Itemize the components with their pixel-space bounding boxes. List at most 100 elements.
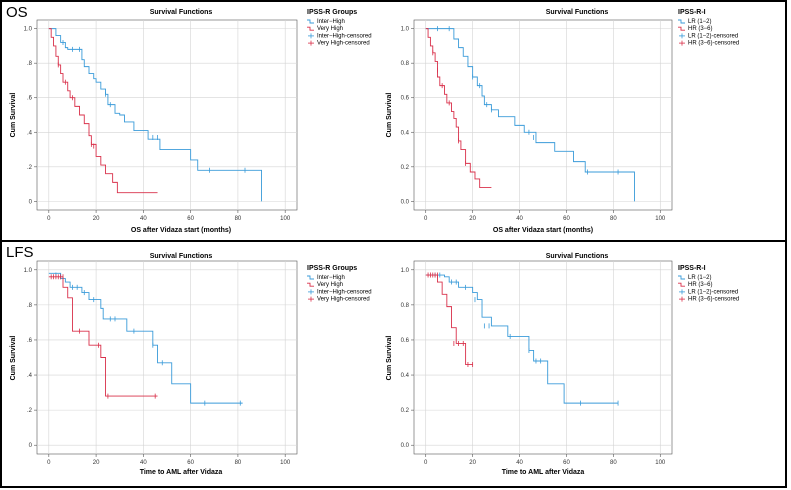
legend-title: IPSS-R-I [678, 265, 706, 272]
chart-title: Survival Functions [150, 253, 213, 260]
os-panel-label: OS [6, 4, 28, 21]
legend-swatch-line [678, 275, 685, 280]
legend-label: HR (3−6) [688, 282, 713, 288]
x-tick-label: 60 [187, 216, 194, 222]
legend-label: Inter−High-censored [317, 33, 372, 39]
y-axis-label: Cum Survival [386, 93, 393, 138]
y-tick-label: 0.6 [401, 96, 410, 102]
x-axis-label: OS after Vidaza start (months) [493, 227, 593, 234]
x-tick-label: 20 [93, 216, 100, 222]
y-tick-label: .8 [27, 303, 33, 309]
y-tick-label: 1.0 [24, 27, 33, 33]
y-tick-label: .2 [27, 165, 33, 171]
y-axis-label: Cum Survival [10, 336, 17, 381]
x-tick-label: 0 [47, 216, 51, 222]
x-tick-label: 60 [563, 460, 570, 466]
x-tick-label: 60 [563, 216, 570, 222]
legend-label: Very High-censored [317, 41, 370, 47]
x-axis-label: OS after Vidaza start (months) [131, 227, 231, 234]
legend-label: Inter−High-censored [317, 289, 372, 295]
y-tick-label: 1.0 [24, 268, 33, 274]
survival-curve-low [48, 272, 243, 404]
x-tick-label: 40 [516, 460, 523, 466]
y-tick-label: 0 [29, 443, 33, 449]
y-tick-label: 0.4 [401, 130, 410, 136]
y-tick-label: .2 [27, 408, 33, 414]
x-tick-label: 40 [140, 216, 147, 222]
y-tick-label: 0.0 [401, 443, 410, 449]
x-tick-label: 0 [424, 216, 428, 222]
plot-area [36, 260, 298, 455]
legend-label: LR (1−2) [688, 275, 712, 281]
legend-swatch-line [307, 282, 314, 287]
legend-label: Very High [317, 26, 343, 32]
legend-title: IPSS-R Groups [307, 265, 357, 272]
x-tick-label: 60 [187, 460, 194, 466]
y-tick-label: .4 [27, 373, 33, 379]
lfs-panel-label: LFS [6, 244, 34, 261]
y-tick-label: 0.4 [401, 373, 410, 379]
y-tick-label: 1.0 [401, 27, 410, 33]
legend-label: LR (1−2)-censored [688, 33, 738, 39]
plot-area [413, 260, 673, 455]
x-tick-label: 80 [610, 460, 617, 466]
x-tick-label: 40 [516, 216, 523, 222]
lfs-panel: LFS [0, 240, 787, 488]
y-tick-label: .6 [27, 338, 33, 344]
survival-curve-high [48, 28, 158, 194]
survival-curve-low [425, 28, 635, 202]
legend-label: Very High [317, 282, 343, 288]
legend-label: HR (3−6)-censored [688, 297, 739, 303]
y-axis-label: Cum Survival [10, 93, 17, 138]
plot-area [413, 19, 673, 211]
y-axis-label: Cum Survival [386, 336, 393, 381]
x-tick-label: 100 [280, 216, 291, 222]
y-tick-label: 0.2 [401, 165, 410, 171]
chart-title: Survival Functions [546, 9, 609, 16]
x-tick-label: 20 [469, 460, 476, 466]
legend-title: IPSS-R Groups [307, 9, 357, 16]
y-tick-label: .4 [27, 130, 33, 136]
y-tick-label: .8 [27, 61, 33, 67]
legend-swatch-line [307, 26, 314, 31]
x-tick-label: 80 [235, 460, 242, 466]
legend-swatch-line [678, 26, 685, 31]
x-tick-label: 0 [424, 460, 428, 466]
legend-swatch-line [678, 282, 685, 287]
y-tick-label: 0 [29, 199, 33, 205]
x-tick-label: 40 [140, 460, 147, 466]
x-axis-label: Time to AML after Vidaza [502, 469, 585, 476]
y-tick-label: 0.2 [401, 408, 410, 414]
y-tick-label: 0.8 [401, 61, 410, 67]
y-tick-label: 1.0 [401, 268, 410, 274]
y-tick-label: 0.0 [401, 199, 410, 205]
legend-label: Inter−High [317, 275, 345, 281]
survival-curve-low [425, 274, 619, 404]
x-tick-label: 80 [235, 216, 242, 222]
chart-title: Survival Functions [546, 253, 609, 260]
legend-label: HR (3−6) [688, 26, 713, 32]
legend-title: IPSS-R-I [678, 9, 706, 16]
legend-label: Inter−High [317, 19, 345, 25]
chart-title: Survival Functions [150, 9, 213, 16]
legend-label: LR (1−2) [688, 19, 712, 25]
legend-label: LR (1−2)-censored [688, 289, 738, 295]
x-tick-label: 100 [655, 460, 666, 466]
y-tick-label: 0.8 [401, 303, 410, 309]
y-tick-label: 0.6 [401, 338, 410, 344]
x-tick-label: 20 [469, 216, 476, 222]
survival-curve-high [48, 276, 158, 397]
legend-swatch-line [678, 19, 685, 24]
legend-label: Very High-censored [317, 297, 370, 303]
x-tick-label: 80 [610, 216, 617, 222]
legend-label: HR (3−6)-censored [688, 41, 739, 47]
legend-swatch-line [307, 275, 314, 280]
y-tick-label: .6 [27, 96, 33, 102]
x-tick-label: 100 [280, 460, 291, 466]
x-tick-label: 0 [47, 460, 51, 466]
x-tick-label: 100 [655, 216, 666, 222]
